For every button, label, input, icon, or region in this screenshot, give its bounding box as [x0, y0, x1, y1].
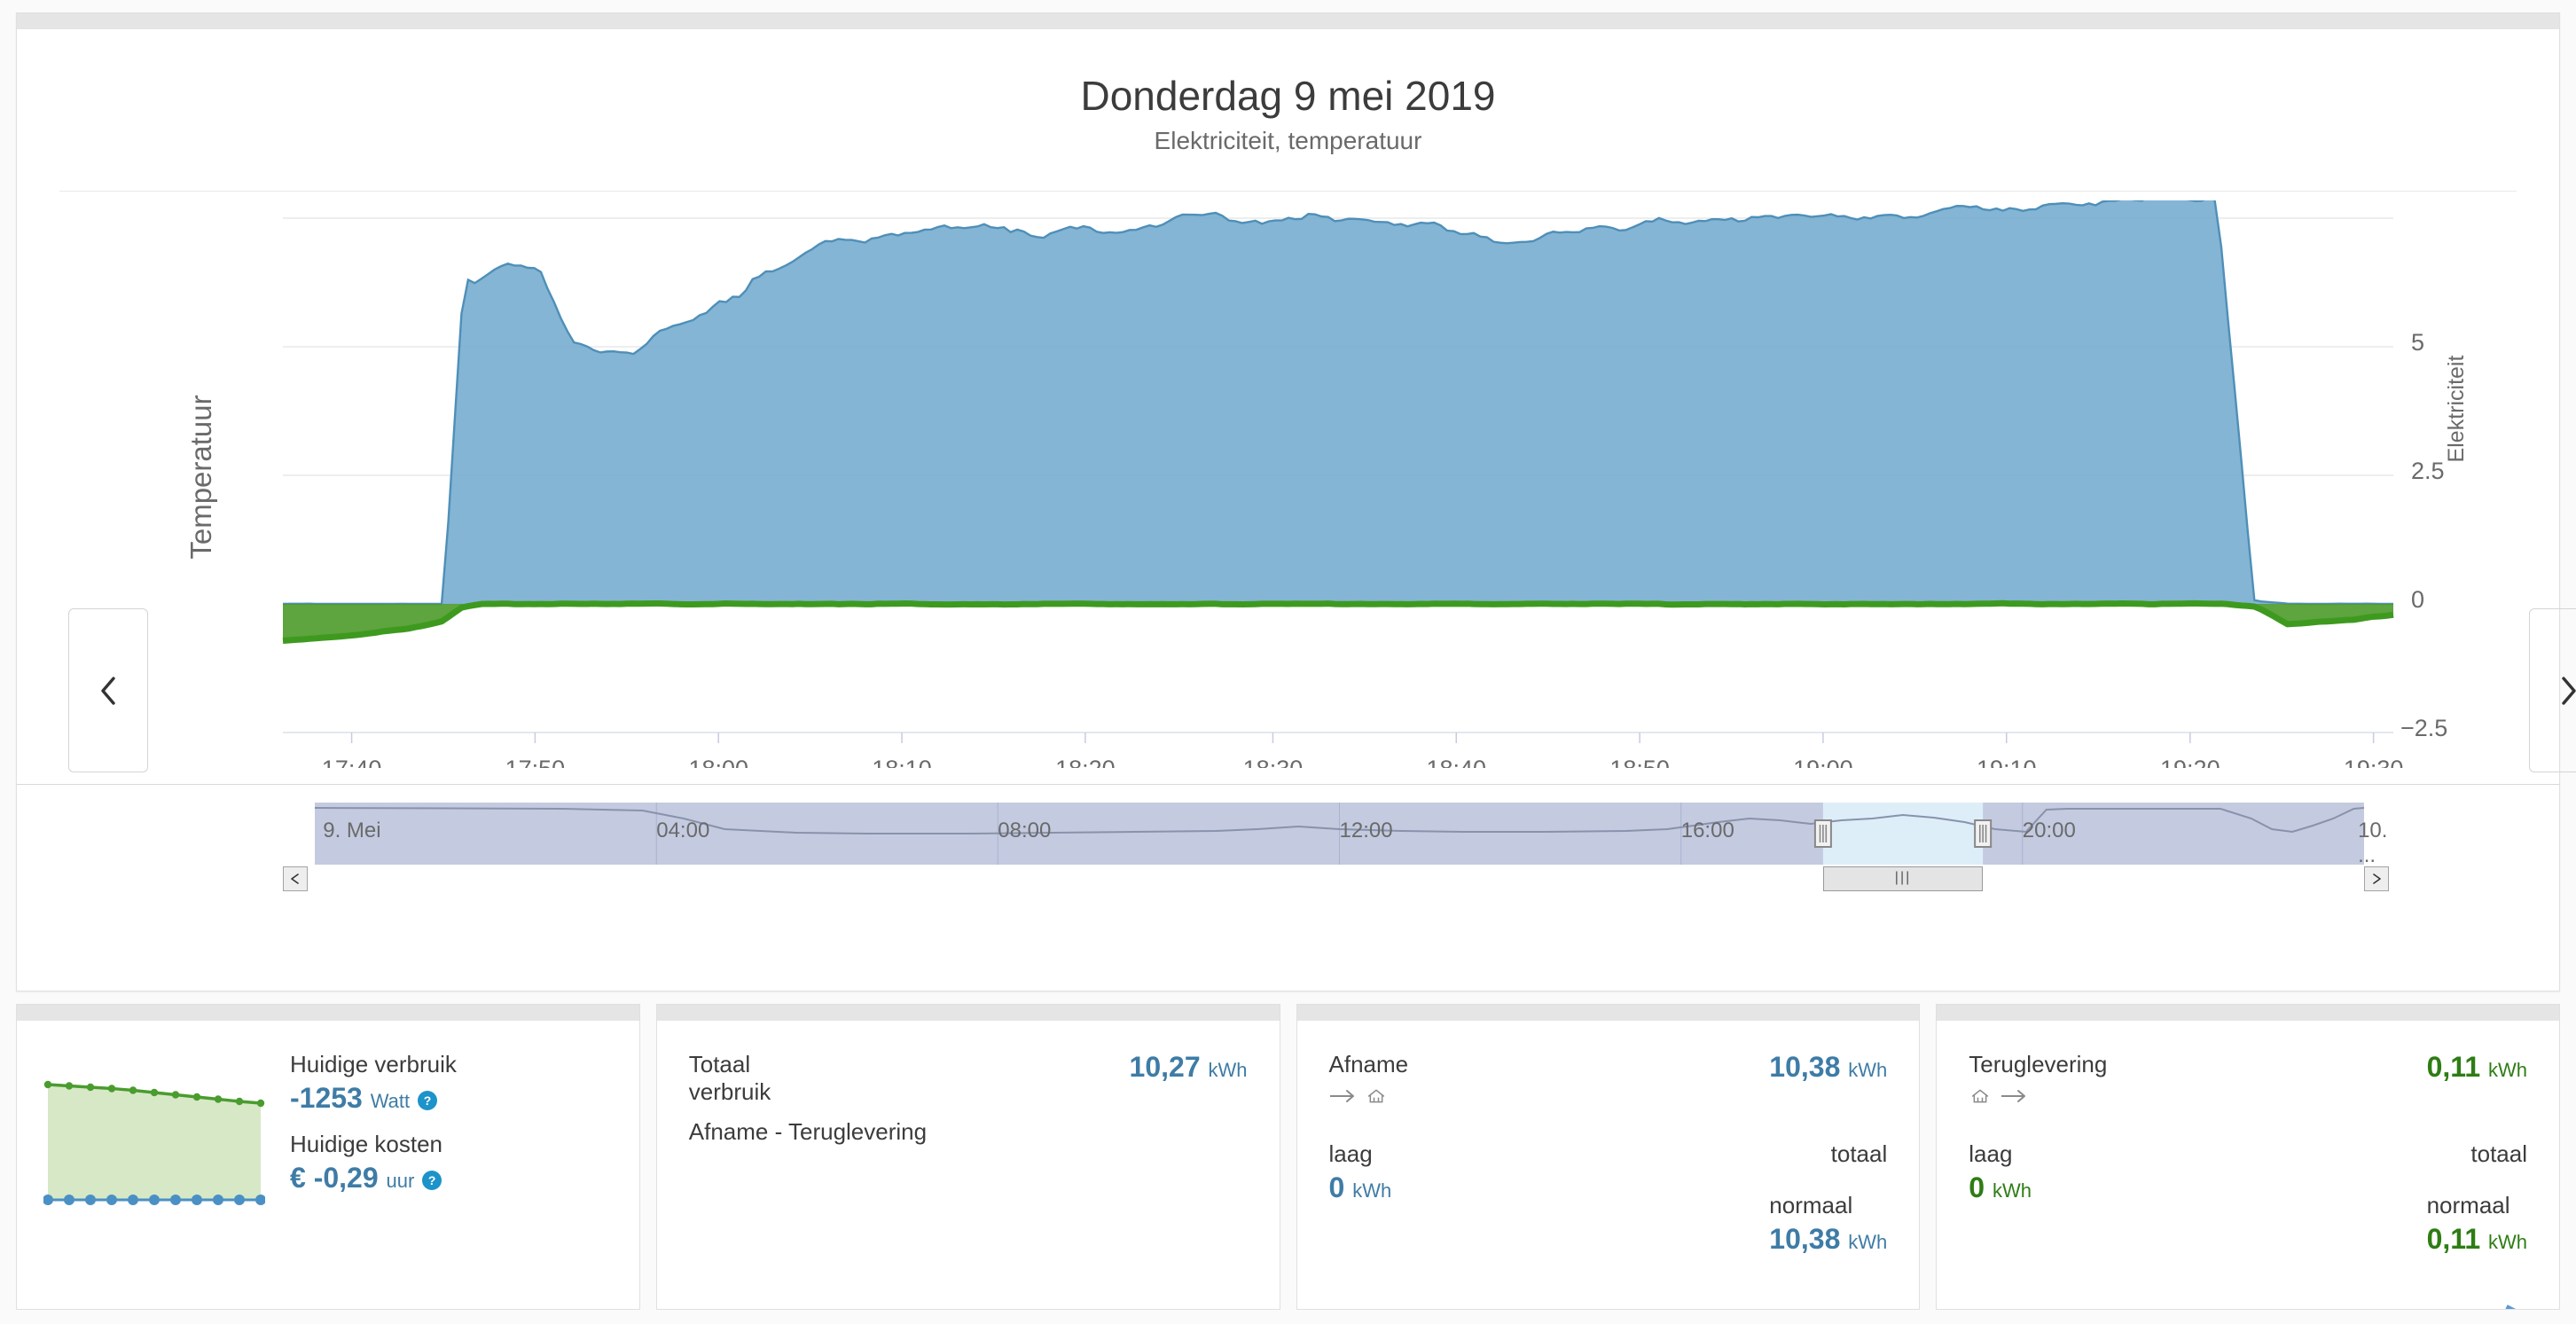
svg-text:2.5: 2.5 [2411, 458, 2445, 484]
svg-text:18:50: 18:50 [1609, 756, 1670, 768]
svg-text:−2.5: −2.5 [2400, 715, 2447, 741]
svg-text:19:20: 19:20 [2160, 756, 2220, 768]
svg-text:18:00: 18:00 [688, 756, 748, 768]
svg-text:18:10: 18:10 [872, 756, 932, 768]
svg-text:19:10: 19:10 [1977, 756, 2037, 768]
svg-text:18:20: 18:20 [1055, 756, 1116, 768]
svg-text:19:30: 19:30 [2344, 756, 2404, 768]
svg-text:17:40: 17:40 [322, 756, 382, 768]
svg-text:5: 5 [2411, 329, 2424, 356]
svg-text:19:00: 19:00 [1793, 756, 1853, 768]
svg-text:17:50: 17:50 [505, 756, 566, 768]
svg-text:18:30: 18:30 [1243, 756, 1304, 768]
svg-text:18:40: 18:40 [1426, 756, 1486, 768]
svg-text:0: 0 [2411, 586, 2424, 613]
